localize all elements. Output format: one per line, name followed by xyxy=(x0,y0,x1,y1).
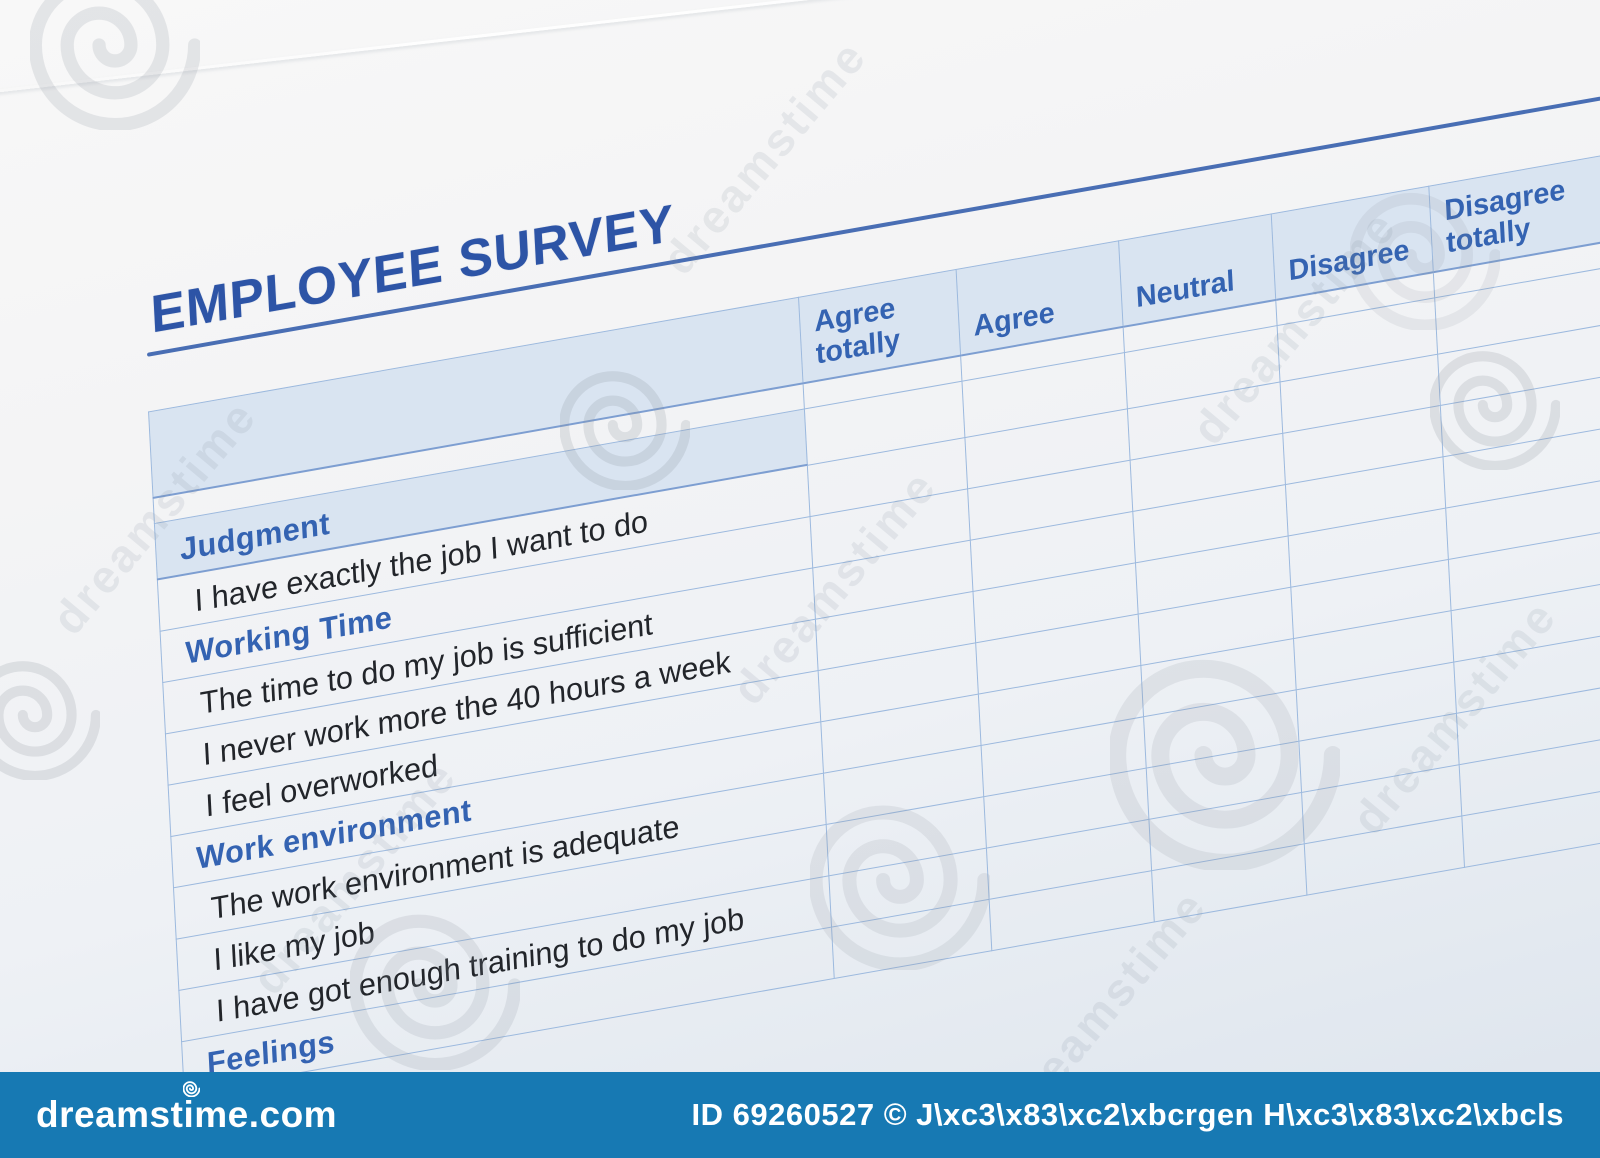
watermark-bar: dreamstime.com ID 69260527 © J\xc3\x83\x… xyxy=(0,1072,1600,1158)
dreamstime-logo-text: dreamstime.com xyxy=(36,1094,338,1135)
image-id-text: ID 69260527 © J\xc3\x83\xc2\xbcrgen H\xc… xyxy=(691,1097,1564,1132)
spiral-icon xyxy=(183,1081,200,1097)
page-title: EMPLOYEE SURVEY xyxy=(149,194,676,345)
dreamstime-logo: dreamstime.com xyxy=(36,1081,338,1136)
